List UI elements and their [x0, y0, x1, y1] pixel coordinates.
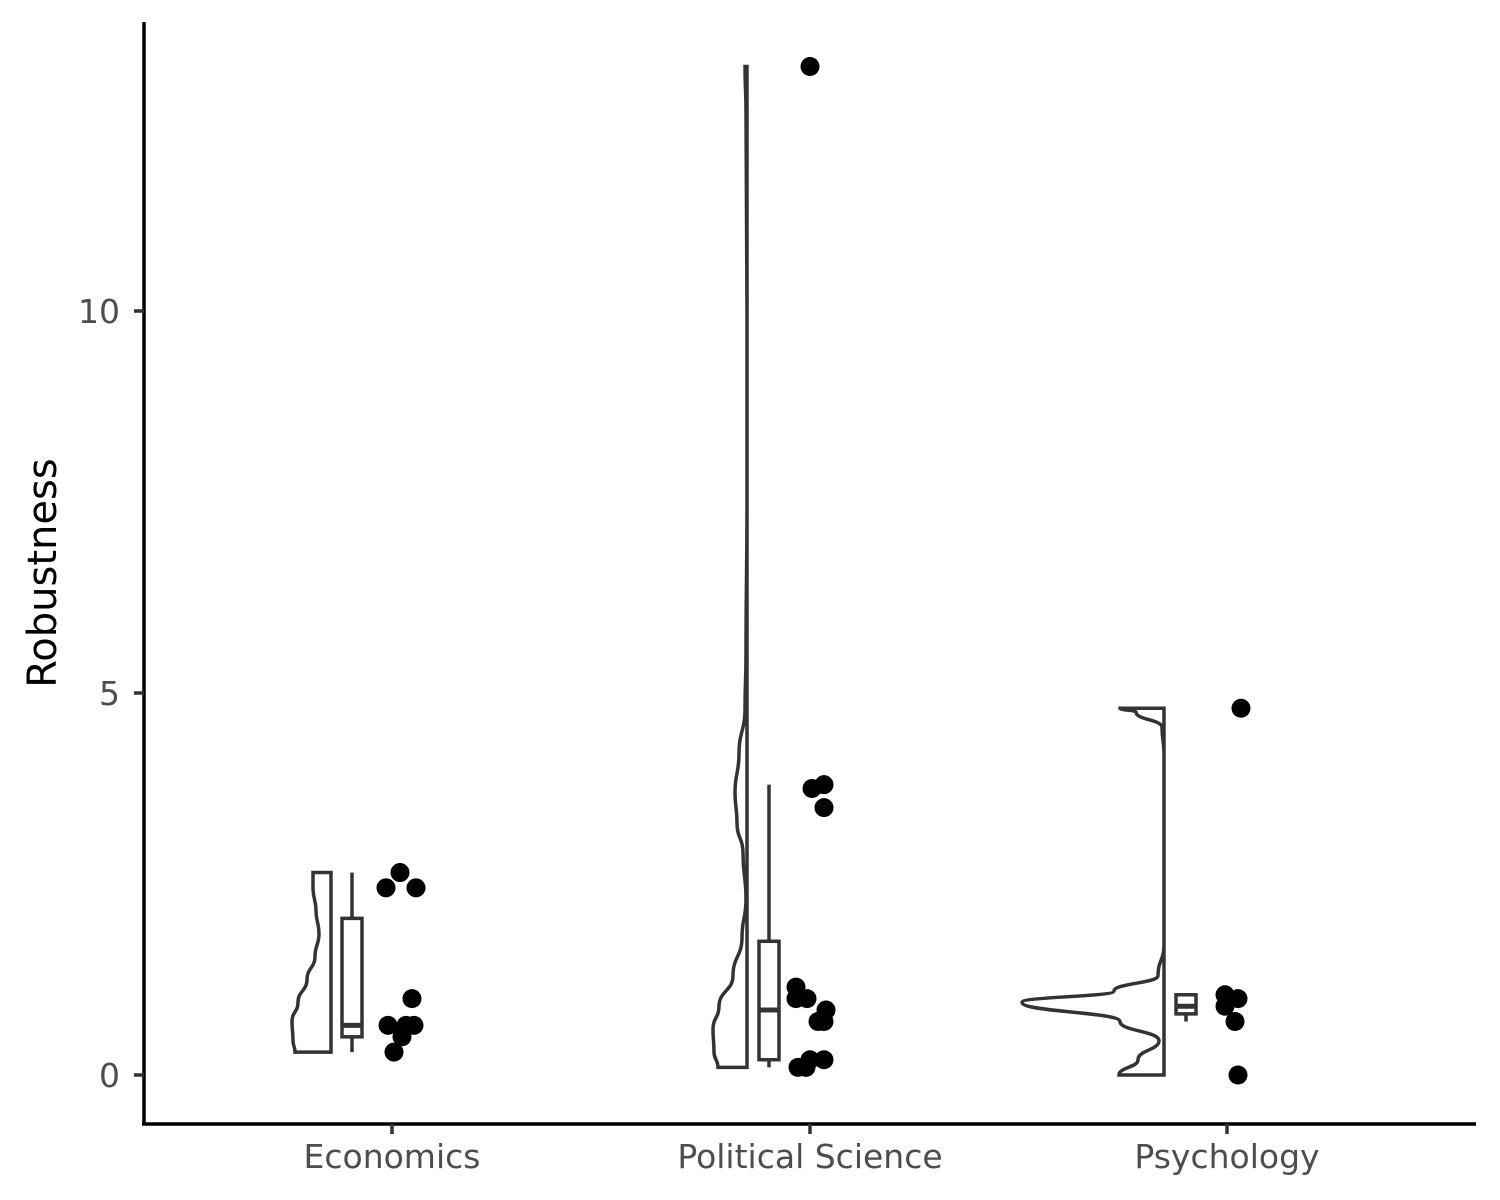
data-point: [378, 1015, 398, 1035]
x-tick-label: Political Science: [677, 1137, 942, 1176]
data-point: [802, 779, 822, 798]
data-point: [796, 1057, 816, 1077]
y-ticks: 0 5 10: [78, 292, 144, 1095]
data-point: [808, 1012, 828, 1032]
data-point: [376, 878, 396, 898]
data-point: [406, 878, 426, 898]
violin-psychology: [1020, 706, 1166, 1077]
violin-economics: [290, 870, 333, 1054]
box-political-science: [757, 939, 781, 1062]
data-point: [814, 798, 834, 818]
data-point: [390, 863, 410, 883]
y-axis-title: Robustness: [20, 458, 66, 687]
data-point: [1215, 996, 1235, 1016]
data-point: [392, 1027, 412, 1047]
x-tick-label: Psychology: [1134, 1137, 1319, 1176]
data-point: [402, 989, 422, 1009]
y-tick-label: 5: [99, 674, 120, 713]
data-point: [797, 989, 817, 1009]
y-tick-label: 10: [78, 292, 120, 331]
data-point: [384, 1042, 404, 1062]
violin-political-science: [711, 64, 749, 1070]
data-point: [1225, 1012, 1245, 1032]
data-point: [1228, 1065, 1248, 1085]
data-point: [1231, 698, 1251, 718]
violins-layer: [290, 64, 1166, 1077]
box-economics: [340, 916, 364, 1039]
boxplots-layer: [340, 784, 1198, 1068]
points-layer: [376, 57, 1251, 1085]
x-tick-label: Economics: [304, 1137, 481, 1176]
y-tick-label: 0: [99, 1056, 120, 1095]
x-ticks: Economics Political Science Psychology: [304, 1124, 1320, 1176]
data-point: [814, 1050, 834, 1070]
data-point: [800, 57, 820, 77]
